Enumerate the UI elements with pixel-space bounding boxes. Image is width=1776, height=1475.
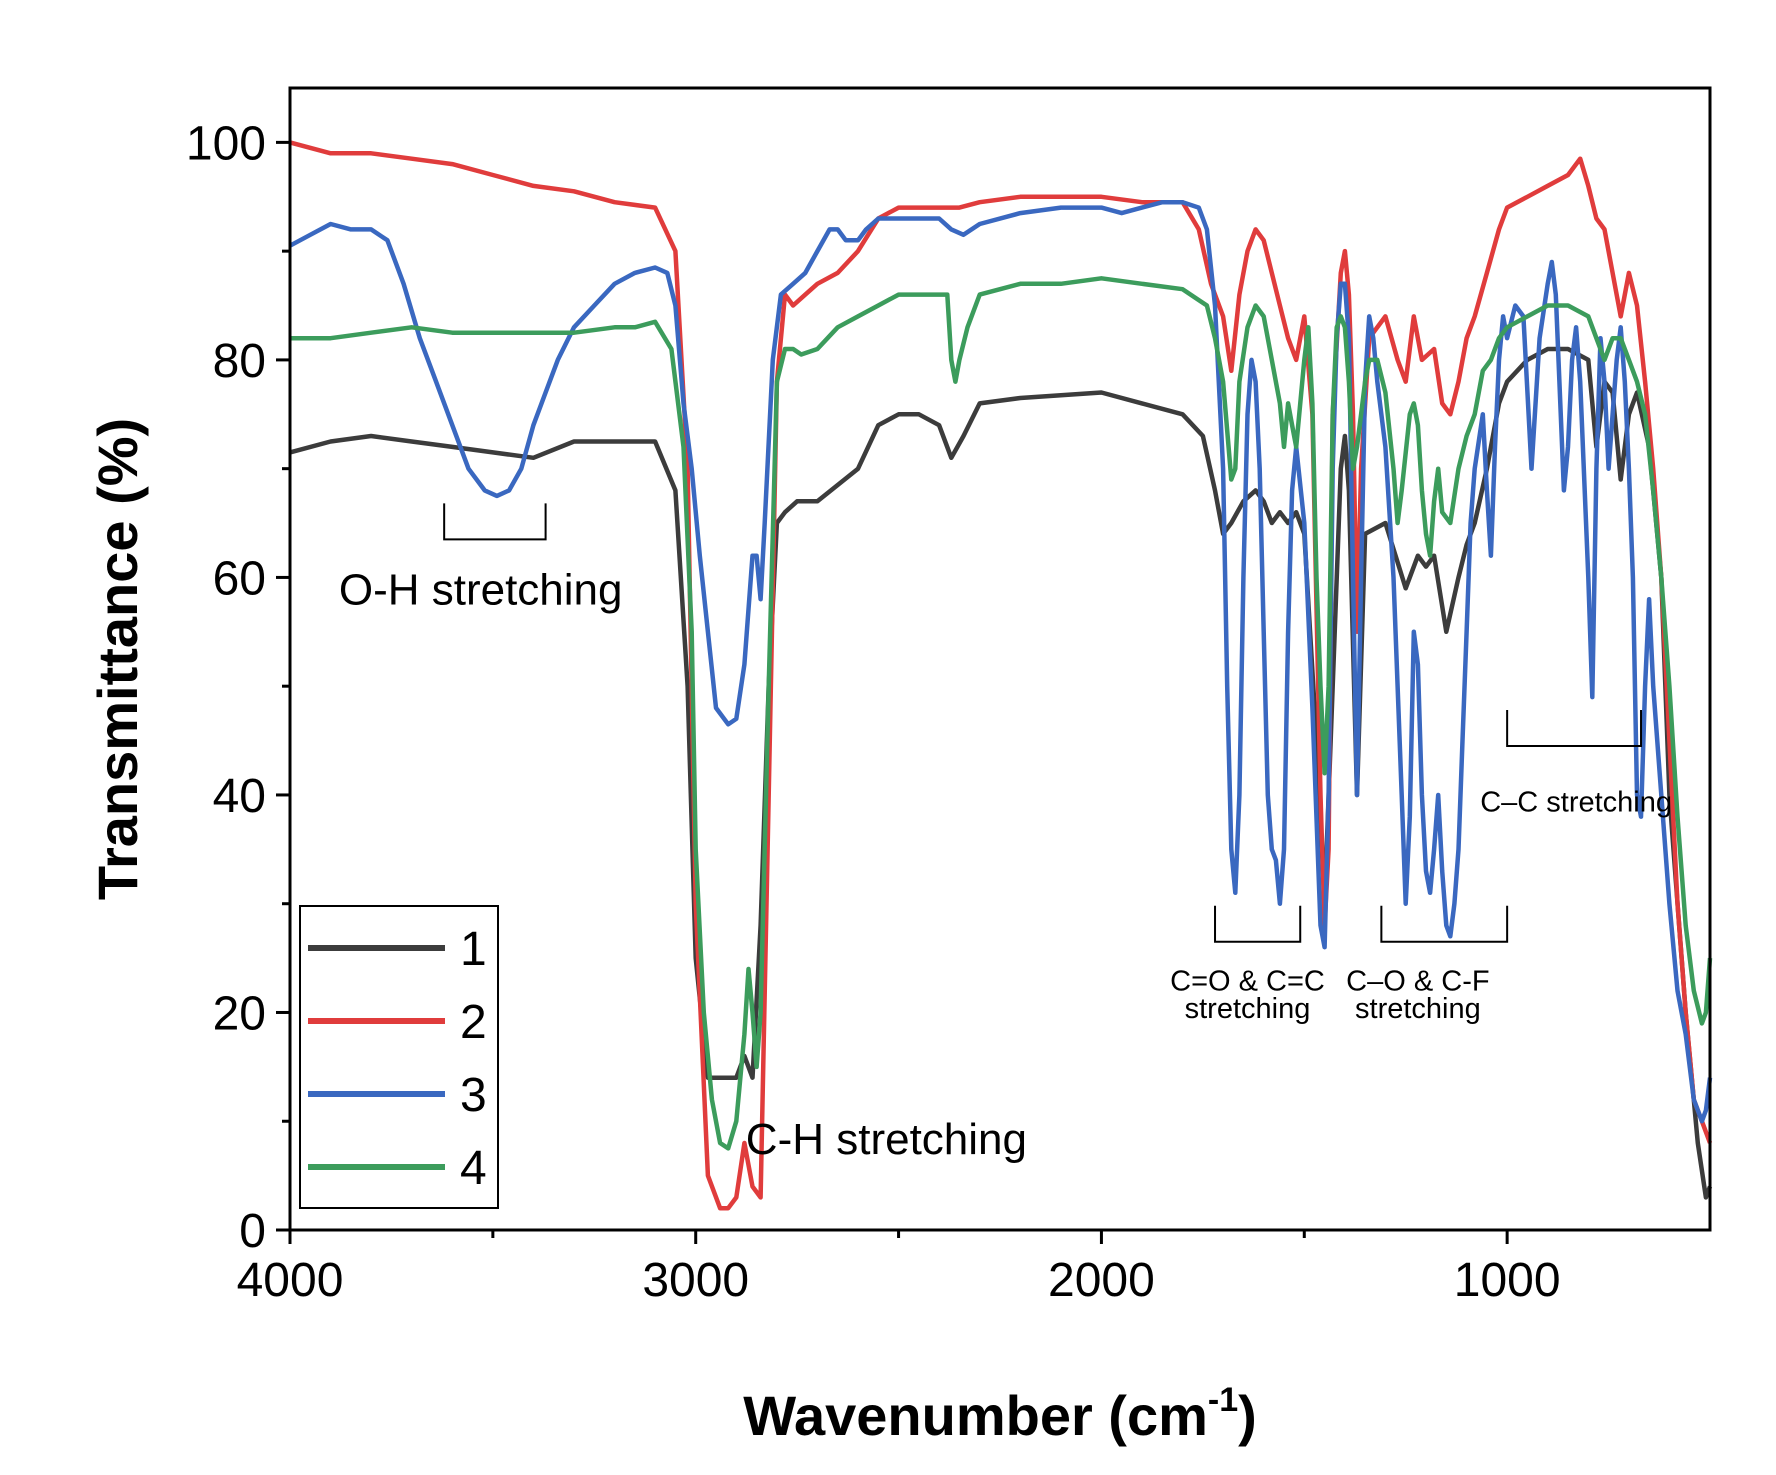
annotation-label-0: O-H stretching: [339, 566, 623, 615]
y-tick-label-0: 0: [239, 1205, 266, 1258]
series-layer: [288, 140, 1713, 1211]
legend-label-2: 2: [460, 996, 487, 1049]
legend-label-4: 4: [460, 1142, 487, 1195]
y-tick-label-40: 40: [213, 770, 266, 823]
annotation-bracket-4: [1506, 710, 1643, 748]
x-tick-label-2000: 2000: [1048, 1254, 1155, 1307]
annotation-bracket-3: [1380, 905, 1509, 943]
series-line-4: [290, 276, 1713, 1151]
annotation-label-2-line2: stretching: [1185, 993, 1311, 1025]
annotation-bracket-2: [1214, 905, 1302, 943]
series-line-2: [289, 140, 1713, 1211]
legend-label-3: 3: [460, 1069, 487, 1122]
legend-label-1: 1: [460, 923, 487, 976]
ticks-layer: 4000 3000 2000 1000 0 20 40 60 80 100: [186, 117, 1561, 1307]
annotation-label-3: C–O & C-F: [1346, 966, 1489, 998]
annotation-label-1: C-H stretching: [746, 1115, 1027, 1164]
x-tick-label-1000: 1000: [1454, 1254, 1561, 1307]
plot-frame: [288, 86, 1712, 1232]
annotation-bracket-0: [443, 503, 547, 541]
x-tick-label-3000: 3000: [642, 1254, 749, 1307]
legend: 1 2 3 4: [299, 905, 499, 1209]
y-tick-label-60: 60: [213, 552, 266, 605]
series-line-1: [289, 346, 1713, 1200]
y-tick-label-20: 20: [213, 987, 266, 1040]
x-axis-title: Wavenumber (cm-1): [743, 1381, 1257, 1447]
legend-box: [299, 905, 499, 1209]
x-axis-title-sup: -1: [1208, 1381, 1238, 1419]
annotation-label-3-line2: stretching: [1355, 993, 1481, 1025]
x-axis-title-main: Wavenumber (cm: [743, 1384, 1208, 1447]
y-axis-title: Transmittance (%): [86, 418, 149, 900]
annotation-label-4: C–C stretching: [1480, 786, 1672, 818]
x-axis-title-close: ): [1238, 1384, 1257, 1447]
y-tick-label-80: 80: [213, 335, 266, 388]
y-tick-label-100: 100: [186, 117, 266, 170]
annotation-label-2: C=O & C=C: [1170, 966, 1325, 998]
x-tick-label-4000: 4000: [237, 1254, 344, 1307]
